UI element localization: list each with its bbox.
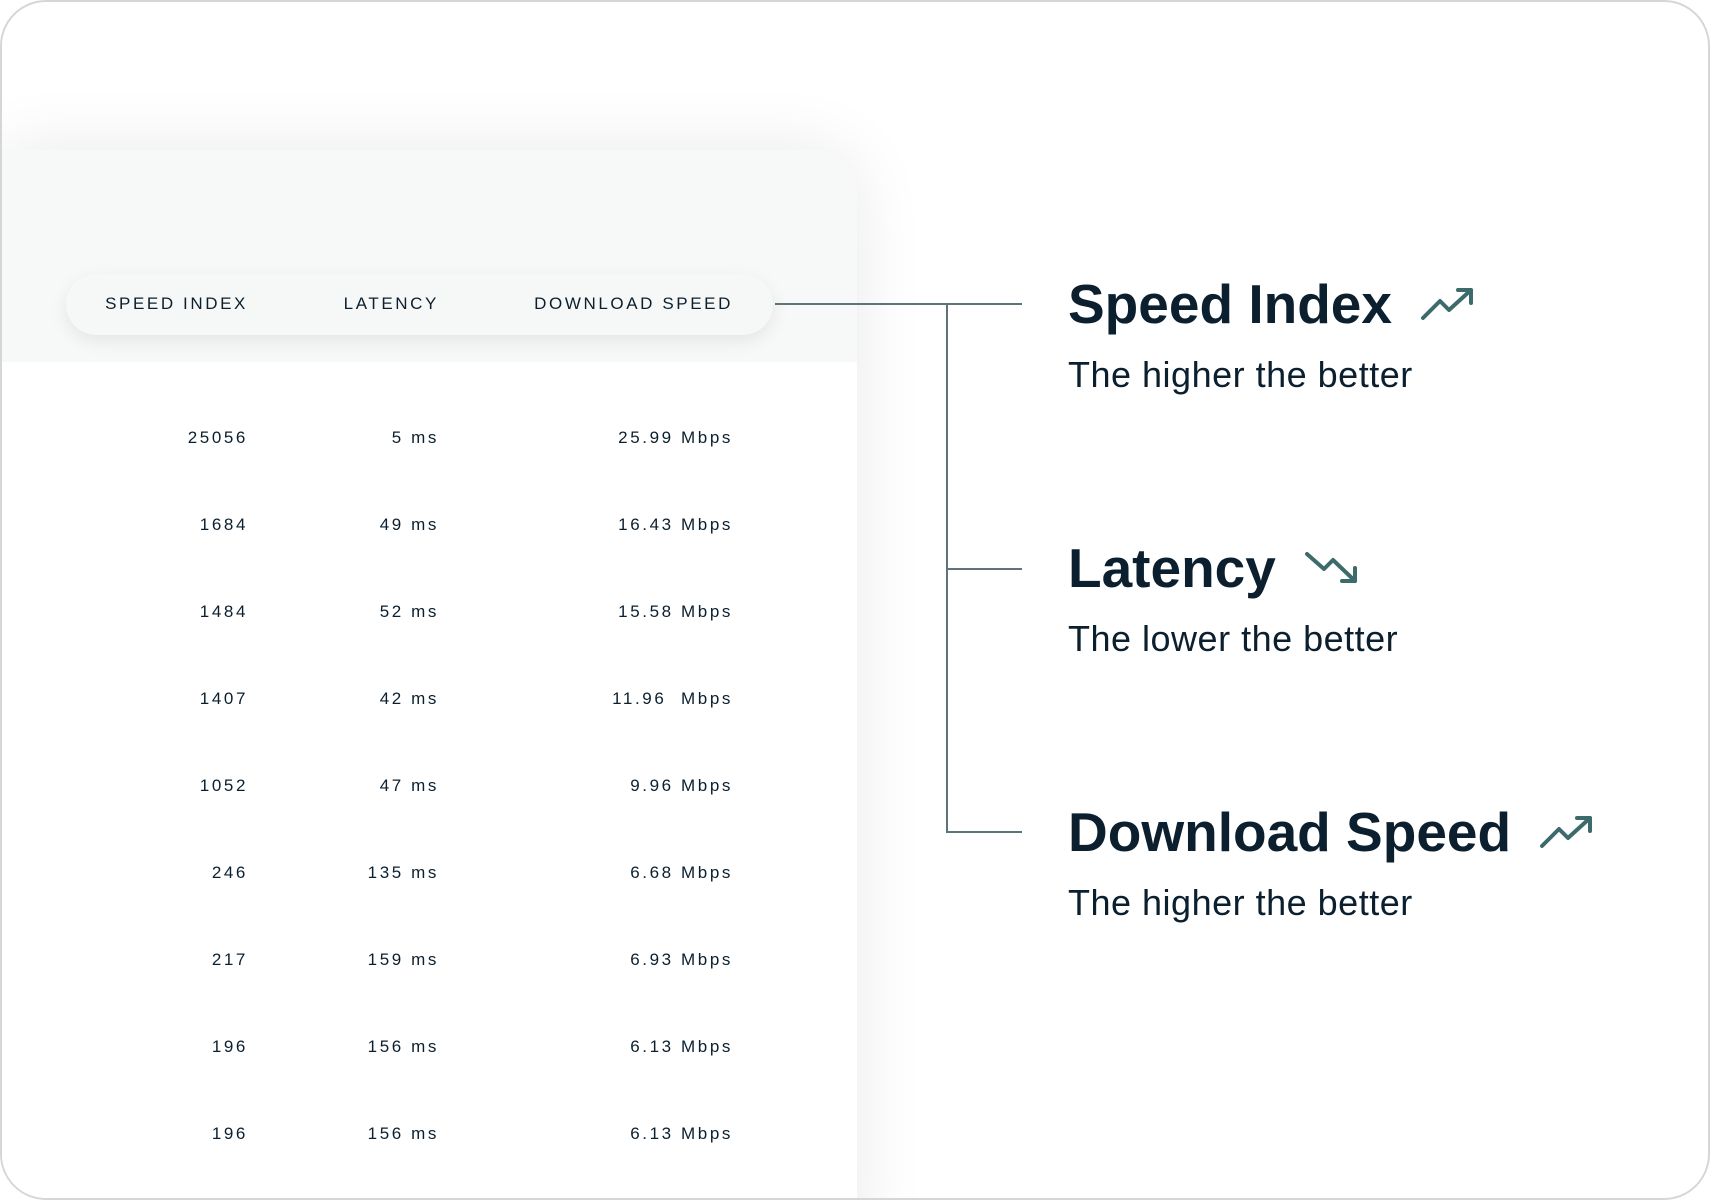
trending-down-icon xyxy=(1304,552,1357,583)
cell-latency: 135 ms xyxy=(367,863,439,882)
connector-bottom xyxy=(946,831,1022,833)
legend-title-speed-index: Speed Index xyxy=(1068,272,1476,336)
connector-middle xyxy=(946,568,1022,570)
cell-speed-index: 196 xyxy=(211,1037,248,1056)
cell-download-speed: 25.99 Mbps xyxy=(618,428,733,447)
cell-speed-index: 196 xyxy=(211,1124,248,1143)
cell-latency: 47 ms xyxy=(379,776,439,795)
table-row: 196 156 ms 6.13 Mbps xyxy=(2,1124,857,1154)
legend-subtitle-speed-index: The higher the better xyxy=(1068,354,1413,395)
legend-title-latency: Latency xyxy=(1068,536,1360,600)
table-row: 25056 5 ms 25.99 Mbps xyxy=(2,428,857,458)
connector-top xyxy=(775,303,1022,305)
cell-latency: 49 ms xyxy=(379,515,439,534)
cell-latency: 156 ms xyxy=(367,1037,439,1056)
legend-subtitle-latency: The lower the better xyxy=(1068,618,1399,659)
legend-title-text: Latency xyxy=(1068,537,1276,599)
header-speed-index: SPEED INDEX xyxy=(105,294,248,313)
legend-title-text: Download Speed xyxy=(1068,801,1512,863)
cell-download-speed: 6.13 Mbps xyxy=(630,1037,733,1056)
cell-latency: 52 ms xyxy=(379,602,439,621)
cell-latency: 42 ms xyxy=(379,689,439,708)
cell-download-speed: 6.93 Mbps xyxy=(630,950,733,969)
cell-download-speed: 16.43 Mbps xyxy=(618,515,733,534)
cell-download-speed: 15.58 Mbps xyxy=(618,602,733,621)
legend-subtitle-download-speed: The higher the better xyxy=(1068,882,1413,923)
trending-up-icon xyxy=(1540,816,1593,848)
table-row: 246 135 ms 6.68 Mbps xyxy=(2,863,857,893)
cell-download-speed: 9.96 Mbps xyxy=(630,776,733,795)
cell-speed-index: 246 xyxy=(211,863,248,882)
table-header: SPEED INDEX LATENCY DOWNLOAD SPEED xyxy=(66,274,773,335)
cell-speed-index: 217 xyxy=(211,950,248,969)
table-row: 1052 47 ms 9.96 Mbps xyxy=(2,776,857,806)
cell-speed-index: 1484 xyxy=(199,602,248,621)
results-table-card: SPEED INDEX LATENCY DOWNLOAD SPEED 25056… xyxy=(2,150,857,1198)
cell-speed-index: 1684 xyxy=(199,515,248,534)
cell-speed-index: 25056 xyxy=(187,428,248,447)
table-row: 196 156 ms 6.13 Mbps xyxy=(2,1037,857,1067)
header-download-speed: DOWNLOAD SPEED xyxy=(534,294,733,313)
table-row: 217 159 ms 6.93 Mbps xyxy=(2,950,857,980)
table-row: 1484 52 ms 15.58 Mbps xyxy=(2,602,857,632)
cell-speed-index: 1407 xyxy=(199,689,248,708)
cell-download-speed: 11.96 Mbps xyxy=(612,689,733,708)
cell-latency: 156 ms xyxy=(367,1124,439,1143)
cell-speed-index: 1052 xyxy=(199,776,248,795)
header-latency: LATENCY xyxy=(343,294,439,313)
cell-latency: 5 ms xyxy=(391,428,439,447)
cell-download-speed: 6.13 Mbps xyxy=(630,1124,733,1143)
table-row: 1407 42 ms 11.96 Mbps xyxy=(2,689,857,719)
table-row: 1684 49 ms 16.43 Mbps xyxy=(2,515,857,545)
trending-up-icon xyxy=(1420,288,1473,320)
legend-title-text: Speed Index xyxy=(1068,273,1392,335)
cell-latency: 159 ms xyxy=(367,950,439,969)
legend-title-download-speed: Download Speed xyxy=(1068,800,1595,864)
cell-download-speed: 6.68 Mbps xyxy=(630,863,733,882)
